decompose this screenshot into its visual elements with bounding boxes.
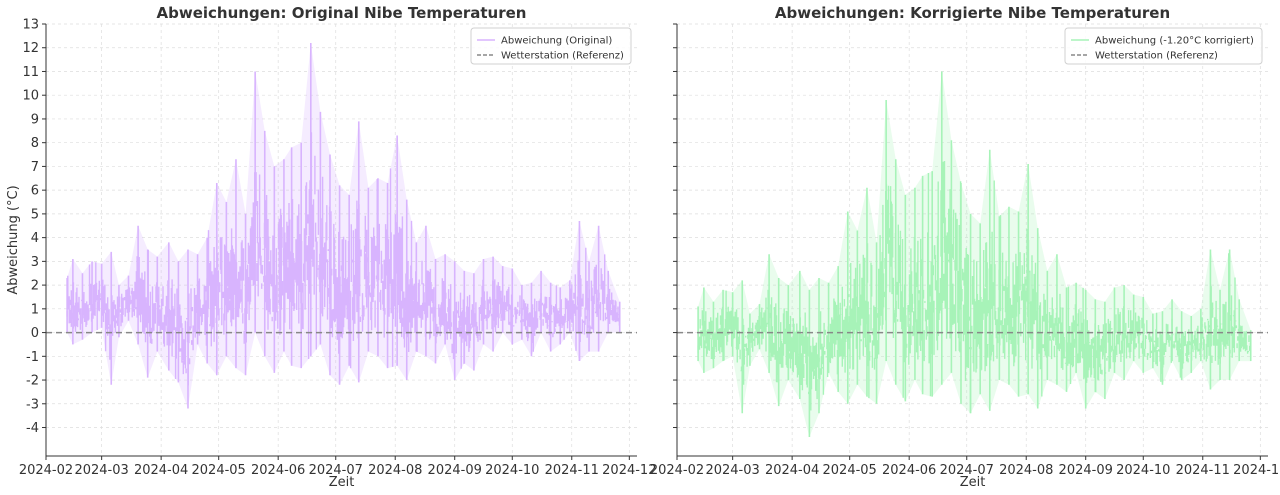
y-tick-label: 13 [22, 18, 39, 33]
axes [42, 23, 637, 460]
y-tick-label: 0 [31, 326, 39, 341]
legend-label: Wetterstation (Referenz) [501, 51, 624, 62]
deviation-envelope [698, 71, 1251, 437]
y-tick-label: 3 [31, 255, 39, 270]
y-tick-label: 1 [31, 302, 39, 317]
x-tick-label: 2024-08 [368, 463, 422, 478]
y-tick-label: 5 [31, 207, 39, 222]
x-axis-label: Zeit [960, 475, 986, 490]
legend-label: Wetterstation (Referenz) [1095, 51, 1218, 62]
x-tick-label: 2024-02 [19, 463, 73, 478]
x-tick-label: 2024-05 [192, 463, 246, 478]
x-tick-label: 2024-10 [1116, 463, 1170, 478]
y-tick-label: -3 [26, 397, 39, 412]
x-tick-label: 2024-10 [485, 463, 539, 478]
x-tick-label: 2024-04 [134, 463, 188, 478]
x-tick-label: 2024-02 [650, 463, 704, 478]
chart-panel-original: 2024-02 2024-03 2024-04 2024-05 2024-06 2024-… [6, 4, 656, 490]
y-axis-label: Abweichung (°C) [6, 185, 21, 294]
chart-title: Abweichungen: Korrigierte Nibe Temperatu… [775, 4, 1170, 22]
deviation-range-bands [67, 43, 620, 409]
x-tick-label: 2024-07 [940, 463, 994, 478]
x-tick-labels: 2024-02 2024-03 2024-04 2024-05 2024-06 2024-… [650, 463, 1280, 478]
deviation-range-bands [698, 71, 1251, 437]
x-tick-label: 2024-05 [823, 463, 877, 478]
legend-label: Abweichung (Original) [501, 36, 612, 47]
x-tick-label: 2024-09 [1059, 463, 1113, 478]
axes [673, 23, 1268, 460]
data-lines [677, 71, 1268, 438]
legend-label: Abweichung (-1.20°C korrigiert) [1095, 36, 1254, 47]
deviation-envelope [67, 43, 620, 409]
y-tick-label: 7 [31, 160, 39, 175]
y-tick-label: 8 [31, 136, 39, 151]
y-tick-label: 9 [31, 112, 39, 127]
y-tick-label: 6 [31, 184, 39, 199]
legend: Abweichung (-1.20°C korrigiert) Wettersta… [1064, 27, 1263, 65]
x-tick-label: 2024-03 [705, 463, 759, 478]
x-tick-label: 2024-11 [1176, 463, 1230, 478]
y-tick-label: 2 [31, 279, 39, 294]
x-tick-label: 2024-09 [428, 463, 482, 478]
y-tick-label: -4 [26, 421, 39, 436]
y-tick-label: 12 [22, 41, 39, 56]
x-tick-label: 2024-12 [1233, 463, 1280, 478]
x-tick-label: 2024-06 [882, 463, 936, 478]
y-tick-label: 11 [22, 65, 39, 80]
x-tick-label: 2024-08 [999, 463, 1053, 478]
legend: Abweichung (Original) Wetterstation (Refe… [470, 27, 632, 65]
data-lines [46, 42, 637, 409]
x-tick-labels: 2024-02 2024-03 2024-04 2024-05 2024-06 2024-… [19, 463, 657, 478]
x-tick-label: 2024-06 [251, 463, 305, 478]
x-tick-label: 2024-11 [545, 463, 599, 478]
chart-title: Abweichungen: Original Nibe Temperaturen [157, 4, 527, 22]
x-tick-label: 2024-04 [765, 463, 819, 478]
legend-box [1064, 27, 1263, 65]
x-tick-label: 2024-12 [602, 463, 656, 478]
y-tick-label: -2 [26, 374, 39, 389]
x-axis-label: Zeit [329, 475, 355, 490]
y-tick-label: 4 [31, 231, 39, 246]
y-tick-label: 10 [22, 89, 39, 104]
legend-box [470, 27, 632, 65]
chart-panel-corrected: 2024-02 2024-03 2024-04 2024-05 2024-06 2024-… [650, 4, 1280, 490]
y-tick-label: -1 [26, 350, 39, 365]
x-tick-label: 2024-03 [74, 463, 128, 478]
x-tick-label: 2024-07 [309, 463, 363, 478]
